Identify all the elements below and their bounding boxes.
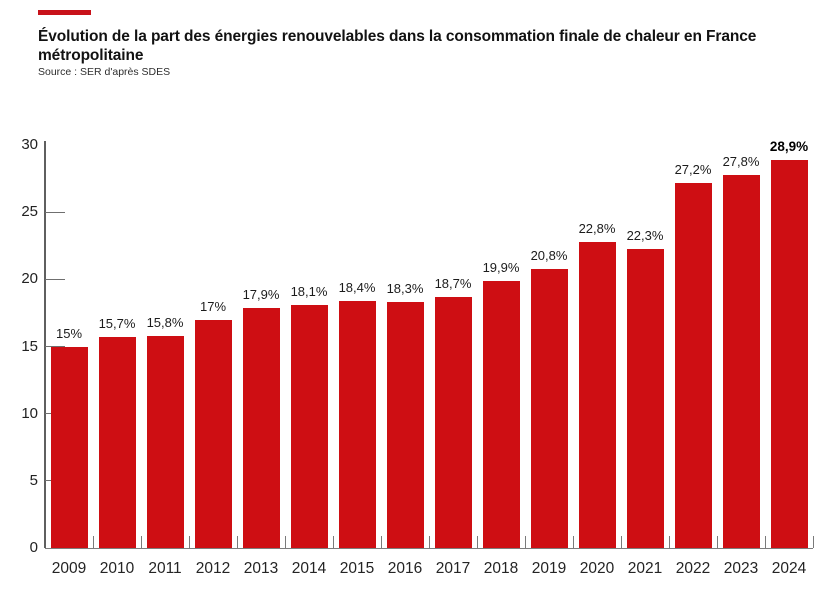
x-axis-label: 2021 — [627, 560, 663, 577]
y-axis-label: 25 — [21, 203, 38, 221]
bar — [98, 337, 136, 548]
bar — [530, 268, 568, 548]
x-axis-label: 2009 — [51, 560, 87, 577]
x-tick — [188, 536, 190, 548]
bar-value-label: 15,8% — [146, 314, 184, 330]
bar — [626, 248, 664, 548]
x-axis-label: 2018 — [483, 560, 519, 577]
bar — [242, 307, 280, 548]
bar-value-label: 17% — [199, 298, 227, 314]
x-tick — [812, 536, 814, 548]
x-tick — [332, 536, 334, 548]
bar — [482, 280, 520, 548]
y-axis-label: 10 — [21, 404, 38, 422]
y-axis-label: 20 — [21, 270, 38, 288]
x-axis-label: 2019 — [531, 560, 567, 577]
y-axis-label: 5 — [29, 471, 38, 489]
y-tick — [45, 278, 65, 280]
bar-value-label: 22,3% — [626, 227, 664, 243]
x-tick — [92, 536, 94, 548]
x-tick — [428, 536, 430, 548]
x-axis-label: 2024 — [771, 560, 807, 577]
bar-value-label: 17,9% — [242, 286, 280, 302]
x-tick — [524, 536, 526, 548]
x-axis-label: 2017 — [435, 560, 471, 577]
title-line-1: Évolution de la part des énergies renouv… — [38, 28, 757, 45]
x-tick — [572, 536, 574, 548]
x-axis-label: 2012 — [195, 560, 231, 577]
x-axis-label: 2023 — [723, 560, 759, 577]
x-tick — [284, 536, 286, 548]
bar-value-label: 27,8% — [722, 153, 760, 169]
bar — [434, 296, 472, 548]
bar — [722, 174, 760, 548]
x-tick — [764, 536, 766, 548]
bar — [578, 241, 616, 548]
bar — [338, 300, 376, 548]
bar-value-label: 27,2% — [674, 161, 712, 177]
page-title: Évolution de la part des énergies renouv… — [38, 27, 822, 65]
x-axis-line — [45, 548, 813, 549]
y-axis-label: 15 — [21, 337, 38, 355]
bar-value-label: 18,3% — [386, 281, 424, 297]
bar — [146, 335, 184, 548]
chart-source: Source : SER d'après SDES — [38, 66, 171, 78]
bar-value-label: 20,8% — [530, 247, 568, 263]
x-tick — [716, 536, 718, 548]
x-axis-label: 2011 — [148, 560, 182, 577]
y-tick — [45, 211, 65, 213]
bar — [290, 304, 328, 548]
bar — [770, 159, 808, 548]
x-tick — [476, 536, 478, 548]
x-axis-label: 2013 — [243, 560, 279, 577]
x-tick — [236, 536, 238, 548]
bar-value-label: 15,7% — [98, 316, 136, 332]
title-line-2: métropolitaine — [38, 47, 144, 64]
bar-value-label: 22,8% — [578, 220, 616, 236]
bar-value-label: 18,1% — [290, 283, 328, 299]
x-axis-label: 2016 — [387, 560, 423, 577]
bar — [386, 302, 424, 548]
x-tick — [620, 536, 622, 548]
x-tick — [668, 536, 670, 548]
x-axis-label: 2022 — [675, 560, 711, 577]
bar-value-label: 28,9% — [769, 138, 809, 154]
bar-value-label: 18,4% — [338, 279, 376, 295]
y-axis-label: 30 — [21, 136, 38, 154]
x-axis-label: 2010 — [99, 560, 135, 577]
x-tick — [380, 536, 382, 548]
y-axis-line — [44, 141, 46, 548]
bar — [194, 319, 232, 548]
bar-value-label: 19,9% — [482, 259, 520, 275]
accent-dash — [38, 10, 91, 15]
bar-value-label: 15% — [55, 325, 83, 341]
bar-value-label: 18,7% — [434, 275, 472, 291]
x-axis-label: 2015 — [339, 560, 375, 577]
bar — [50, 346, 88, 548]
x-tick — [140, 536, 142, 548]
x-axis-label: 2014 — [291, 560, 327, 577]
x-axis-label: 2020 — [579, 560, 615, 577]
y-axis-label: 0 — [29, 539, 38, 556]
bar — [674, 182, 712, 548]
